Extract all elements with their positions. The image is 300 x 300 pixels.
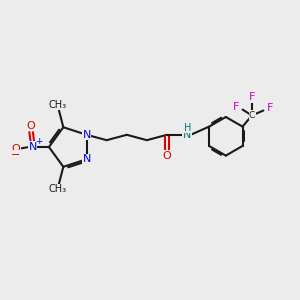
Text: O: O bbox=[27, 121, 35, 130]
Text: O: O bbox=[163, 151, 171, 160]
Text: F: F bbox=[249, 92, 255, 102]
Text: N: N bbox=[82, 130, 91, 140]
Text: N: N bbox=[183, 130, 191, 140]
Text: F: F bbox=[267, 103, 273, 113]
Text: −: − bbox=[11, 150, 20, 160]
Text: N: N bbox=[82, 154, 91, 164]
Text: +: + bbox=[35, 136, 42, 146]
Text: F: F bbox=[233, 102, 239, 112]
Text: C: C bbox=[249, 111, 255, 120]
Text: O: O bbox=[11, 143, 20, 154]
Text: H: H bbox=[184, 123, 192, 133]
Text: CH₃: CH₃ bbox=[48, 184, 66, 194]
Text: CH₃: CH₃ bbox=[48, 100, 66, 110]
Text: N: N bbox=[28, 142, 37, 152]
